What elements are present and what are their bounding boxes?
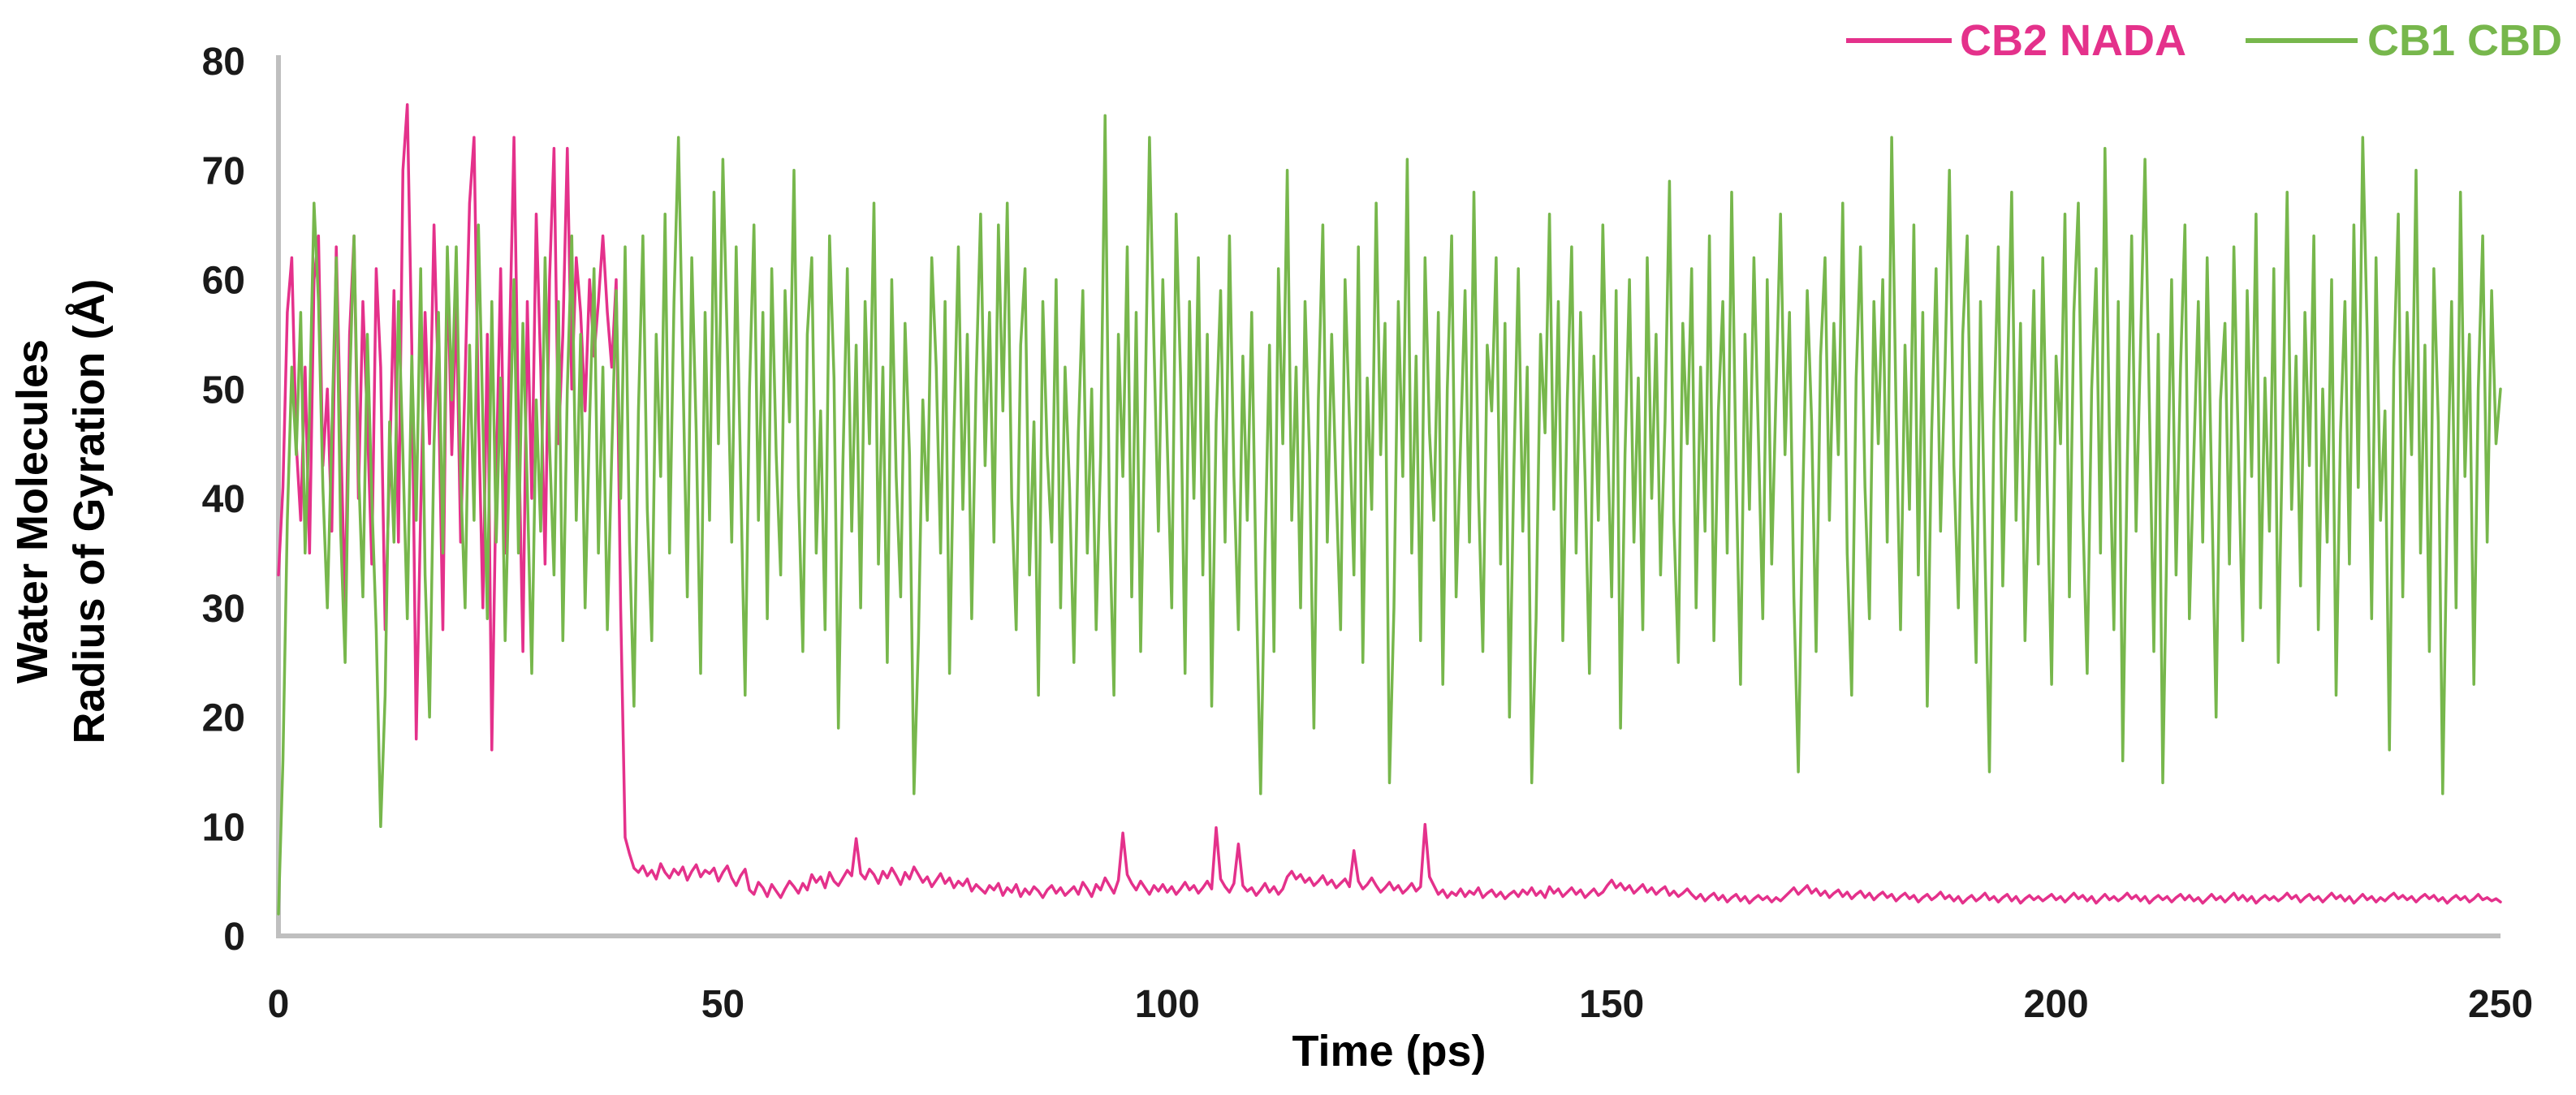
y-tick-label-20: 20	[202, 697, 245, 740]
x-tick-label-50: 50	[701, 983, 744, 1026]
x-tick-label-100: 100	[1135, 983, 1200, 1026]
x-tick-label-150: 150	[1579, 983, 1644, 1026]
y-tick-label-40: 40	[202, 478, 245, 521]
series-line-cb2-nada	[277, 103, 2502, 905]
x-tick-label-200: 200	[2024, 983, 2089, 1026]
y-tick-label-60: 60	[202, 260, 245, 303]
series-line-cb1-cbd	[277, 114, 2502, 916]
x-tick-labels: 0 50 100 150 200 250	[268, 983, 2533, 1026]
legend: CB2 NADA CB1 CBD	[1846, 16, 2562, 65]
y-axis-title-line1: Water Molecules	[8, 339, 57, 683]
y-tick-label-0: 0	[223, 916, 245, 959]
x-axis: 0 50 100 150 200 250 Time (ps)	[268, 933, 2533, 1076]
legend-label-cb2-nada: CB2 NADA	[1960, 16, 2186, 65]
x-axis-title: Time (ps)	[1292, 1027, 1486, 1076]
x-tick-label-0: 0	[268, 983, 290, 1026]
y-axis: 0 10 20 30 40 50 60 70 80 Water Molecules Radius…	[8, 41, 281, 959]
legend-label-cb1-cbd: CB1 CBD	[2367, 16, 2562, 65]
y-tick-label-10: 10	[202, 806, 245, 849]
y-tick-label-30: 30	[202, 588, 245, 631]
x-tick-label-250: 250	[2468, 983, 2533, 1026]
y-tick-label-70: 70	[202, 150, 245, 193]
y-tick-label-50: 50	[202, 369, 245, 412]
y-axis-title-line2: Radius of Gyration (Å)	[65, 278, 114, 744]
y-tick-label-80: 80	[202, 41, 245, 84]
series-lines	[277, 103, 2502, 916]
y-tick-labels: 0 10 20 30 40 50 60 70 80	[202, 41, 245, 959]
